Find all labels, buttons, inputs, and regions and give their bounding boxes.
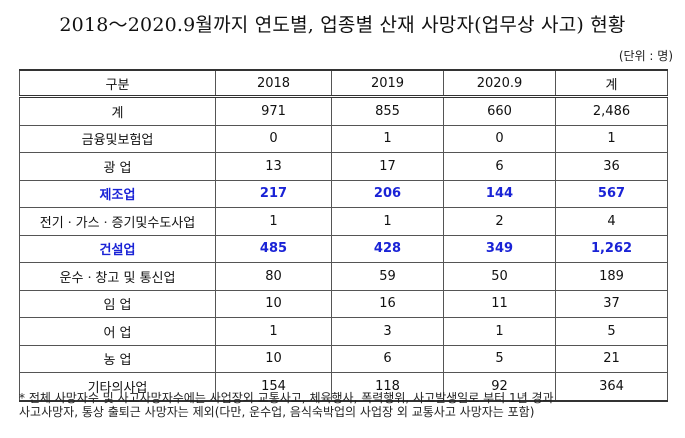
row-category: 광 업 bbox=[19, 152, 216, 181]
cell-2018: 80 bbox=[215, 262, 332, 291]
cell-2020-9: 1 bbox=[443, 317, 556, 346]
table-row: 제조업 217 206 144 567 bbox=[19, 179, 668, 208]
cell-2019: 1 bbox=[331, 124, 444, 153]
row-category: 전기ㆍ가스ㆍ증기및수도사업 bbox=[19, 207, 216, 236]
row-category: 금융및보험업 bbox=[19, 124, 216, 153]
header-category: 구분 bbox=[19, 69, 216, 98]
row-category: 임 업 bbox=[19, 289, 216, 318]
footnote-line-2: 사고사망자, 통상 출퇴근 사망자는 제외(다만, 운수업, 음식숙박업의 사업… bbox=[19, 405, 535, 419]
cell-total: 5 bbox=[555, 317, 668, 346]
unit-label: (단위 : 명) bbox=[618, 49, 673, 63]
page-title: 2018～2020.9월까지 연도별, 업종별 산재 사망자(업무상 사고) 현… bbox=[59, 14, 626, 36]
cell-2020-9: 6 bbox=[443, 152, 556, 181]
table-row: 기타의사업 154 118 92 364 bbox=[19, 372, 668, 401]
row-category: 계 bbox=[19, 95, 216, 126]
cell-2018: 0 bbox=[215, 124, 332, 153]
cell-2018: 10 bbox=[215, 289, 332, 318]
cell-2020-9: 50 bbox=[443, 262, 556, 291]
cell-2020-9: 2 bbox=[443, 207, 556, 236]
cell-2019: 3 bbox=[331, 317, 444, 346]
cell-2018: 1 bbox=[215, 317, 332, 346]
cell-2019: 428 bbox=[331, 234, 444, 263]
cell-total: 21 bbox=[555, 344, 668, 373]
cell-2018: 154 bbox=[215, 372, 332, 401]
cell-2020-9: 92 bbox=[443, 372, 556, 401]
cell-total: 189 bbox=[555, 262, 668, 291]
row-category: 운수ㆍ창고 및 통신업 bbox=[19, 262, 216, 291]
row-category: 건설업 bbox=[19, 234, 216, 263]
statistics-table: 구분 2018 2019 2020.9 계 계 971 855 660 2,486 금융및… bbox=[19, 69, 668, 402]
header-2018: 2018 bbox=[215, 69, 332, 98]
footnote-line-1: * 전체 사망자수 및 사고사망자수에는 사업장외 교통사고, 체육행사, 폭력… bbox=[19, 391, 554, 405]
cell-total: 567 bbox=[555, 179, 668, 208]
cell-2018: 485 bbox=[215, 234, 332, 263]
cell-2020-9: 5 bbox=[443, 344, 556, 373]
cell-2018: 971 bbox=[215, 95, 332, 126]
footnote: * 전체 사망자수 및 사고사망자수에는 사업장외 교통사고, 체육행사, 폭력… bbox=[19, 391, 679, 419]
cell-2020-9: 144 bbox=[443, 179, 556, 208]
cell-2019: 6 bbox=[331, 344, 444, 373]
cell-2019: 1 bbox=[331, 207, 444, 236]
cell-2020-9: 660 bbox=[443, 95, 556, 126]
header-total: 계 bbox=[555, 69, 668, 98]
table-row: 운수ㆍ창고 및 통신업 80 59 50 189 bbox=[19, 262, 668, 291]
header-2019: 2019 bbox=[331, 69, 444, 98]
row-category: 어 업 bbox=[19, 317, 216, 346]
cell-total: 2,486 bbox=[555, 95, 668, 126]
header-2020-9: 2020.9 bbox=[443, 69, 556, 98]
cell-total: 37 bbox=[555, 289, 668, 318]
cell-2019: 59 bbox=[331, 262, 444, 291]
cell-2020-9: 349 bbox=[443, 234, 556, 263]
table-row: 임 업 10 16 11 37 bbox=[19, 289, 668, 318]
cell-2018: 217 bbox=[215, 179, 332, 208]
cell-2019: 16 bbox=[331, 289, 444, 318]
cell-2018: 13 bbox=[215, 152, 332, 181]
cell-2020-9: 0 bbox=[443, 124, 556, 153]
cell-2018: 10 bbox=[215, 344, 332, 373]
table-row: 농 업 10 6 5 21 bbox=[19, 344, 668, 373]
table-row: 건설업 485 428 349 1,262 bbox=[19, 234, 668, 263]
cell-total: 36 bbox=[555, 152, 668, 181]
cell-2019: 855 bbox=[331, 95, 444, 126]
table-row: 금융및보험업 0 1 0 1 bbox=[19, 124, 668, 153]
row-category: 제조업 bbox=[19, 179, 216, 208]
cell-2020-9: 11 bbox=[443, 289, 556, 318]
cell-2019: 17 bbox=[331, 152, 444, 181]
table-row: 계 971 855 660 2,486 bbox=[19, 95, 668, 126]
table-row: 광 업 13 17 6 36 bbox=[19, 152, 668, 181]
row-category: 농 업 bbox=[19, 344, 216, 373]
table-row: 전기ㆍ가스ㆍ증기및수도사업 1 1 2 4 bbox=[19, 207, 668, 236]
table-body: 계 971 855 660 2,486 금융및보험업 0 1 0 1 광 업 13 17 6 36 제조업 21… bbox=[19, 95, 668, 401]
table-header-row: 구분 2018 2019 2020.9 계 bbox=[19, 69, 668, 98]
cell-2018: 1 bbox=[215, 207, 332, 236]
cell-2019: 206 bbox=[331, 179, 444, 208]
row-category: 기타의사업 bbox=[19, 372, 216, 401]
cell-total: 364 bbox=[555, 372, 668, 401]
cell-total: 1,262 bbox=[555, 234, 668, 263]
cell-total: 1 bbox=[555, 124, 668, 153]
cell-total: 4 bbox=[555, 207, 668, 236]
